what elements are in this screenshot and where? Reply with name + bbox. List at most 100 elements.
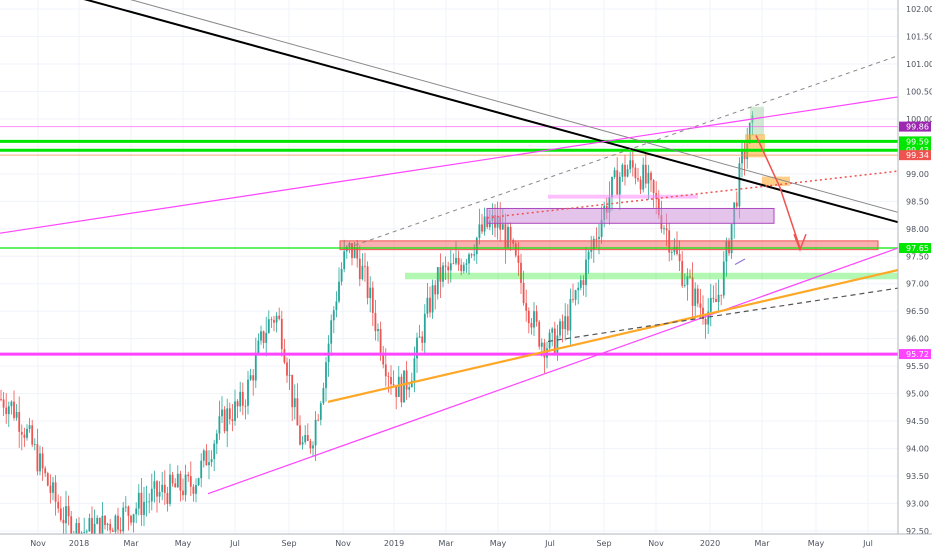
candle <box>169 463 171 507</box>
resistance-zone-red[interactable] <box>339 240 879 251</box>
candle <box>59 496 62 522</box>
price-axis: 102.00101.50101.00100.50100.0099.5099.00… <box>897 0 932 536</box>
price-tick-label: 100.50 <box>906 87 932 96</box>
zone-top-green[interactable] <box>750 106 764 136</box>
candle <box>309 438 312 454</box>
candle <box>418 324 421 338</box>
candle <box>143 487 145 527</box>
candle <box>377 323 379 342</box>
time-tick-label: Jul <box>862 539 873 548</box>
candle <box>702 295 704 325</box>
support-zone-green[interactable] <box>405 272 898 280</box>
candle <box>722 251 725 299</box>
trend-line[interactable] <box>486 170 899 219</box>
candle <box>236 399 239 419</box>
candle <box>709 283 712 327</box>
candle <box>371 281 374 327</box>
time-tick-label: Sep <box>281 539 296 548</box>
price-tick-label: 94.50 <box>906 417 929 426</box>
candle <box>218 400 221 440</box>
candle <box>397 365 400 398</box>
candle <box>163 470 166 505</box>
candle <box>725 237 728 277</box>
time-tick-label: Nov <box>30 539 46 548</box>
candle <box>618 171 621 211</box>
candle <box>387 372 390 393</box>
trend-line[interactable] <box>0 96 899 234</box>
candle <box>449 249 452 283</box>
candle <box>704 314 707 339</box>
candle <box>442 262 444 288</box>
candle <box>13 390 15 421</box>
candle <box>106 522 109 531</box>
candle <box>522 270 525 306</box>
price-label: 99.34 <box>899 150 931 161</box>
arrow-head <box>793 234 807 252</box>
candle <box>208 450 210 480</box>
candle <box>481 214 483 234</box>
candle <box>639 176 642 195</box>
candle <box>374 299 377 341</box>
candle <box>670 249 673 261</box>
time-tick-label: 2018 <box>69 539 89 548</box>
price-tick-label: 100.00 <box>906 115 932 124</box>
zone-mid-orange[interactable] <box>762 176 790 186</box>
candle <box>187 471 190 482</box>
candle <box>431 279 434 319</box>
candle <box>189 461 192 497</box>
candle <box>408 382 411 398</box>
price-tick-label: 96.00 <box>906 335 929 344</box>
trend-line[interactable] <box>115 0 899 213</box>
zone-top-orange[interactable] <box>745 134 765 158</box>
candle <box>184 464 187 502</box>
candle <box>319 400 322 426</box>
price-tick-label: 99.00 <box>906 170 929 179</box>
candle <box>247 370 249 415</box>
candle <box>436 267 439 300</box>
candle <box>613 167 616 180</box>
candle <box>465 258 468 273</box>
candle <box>195 478 197 503</box>
candle <box>712 285 715 303</box>
trend-line[interactable] <box>0 0 899 224</box>
candle <box>668 223 671 262</box>
candle <box>228 402 231 425</box>
trend-line[interactable] <box>547 287 899 343</box>
candle <box>460 258 463 276</box>
candle <box>262 330 265 349</box>
candle <box>439 253 442 298</box>
candle <box>20 424 23 451</box>
candle <box>150 473 153 511</box>
candle <box>127 505 130 531</box>
candle <box>171 471 174 487</box>
candle <box>270 316 273 328</box>
grid <box>0 0 898 534</box>
candle <box>678 240 681 272</box>
zone-purple[interactable] <box>486 207 775 224</box>
zone-pink[interactable] <box>548 194 698 199</box>
time-tick-label: Nov <box>335 539 351 548</box>
candle <box>694 282 697 319</box>
candle <box>249 368 252 382</box>
candle <box>533 302 535 337</box>
candle <box>179 470 182 502</box>
candle <box>741 142 743 178</box>
candle <box>291 374 294 421</box>
time-tick-label: Mar <box>123 539 139 548</box>
candle <box>447 261 450 284</box>
candle <box>720 294 723 305</box>
candle <box>330 314 333 356</box>
candle <box>252 369 255 396</box>
trend-line[interactable] <box>207 247 899 495</box>
candle <box>62 507 65 538</box>
candle <box>192 483 195 502</box>
price-tick-label: 102.00 <box>906 5 932 14</box>
drawings <box>0 0 899 495</box>
time-tick-label: Mar <box>754 539 770 548</box>
trend-line[interactable] <box>327 268 899 403</box>
projection-arrow[interactable] <box>755 135 801 249</box>
candle <box>304 425 307 445</box>
candle <box>327 335 330 377</box>
candle <box>46 471 49 487</box>
